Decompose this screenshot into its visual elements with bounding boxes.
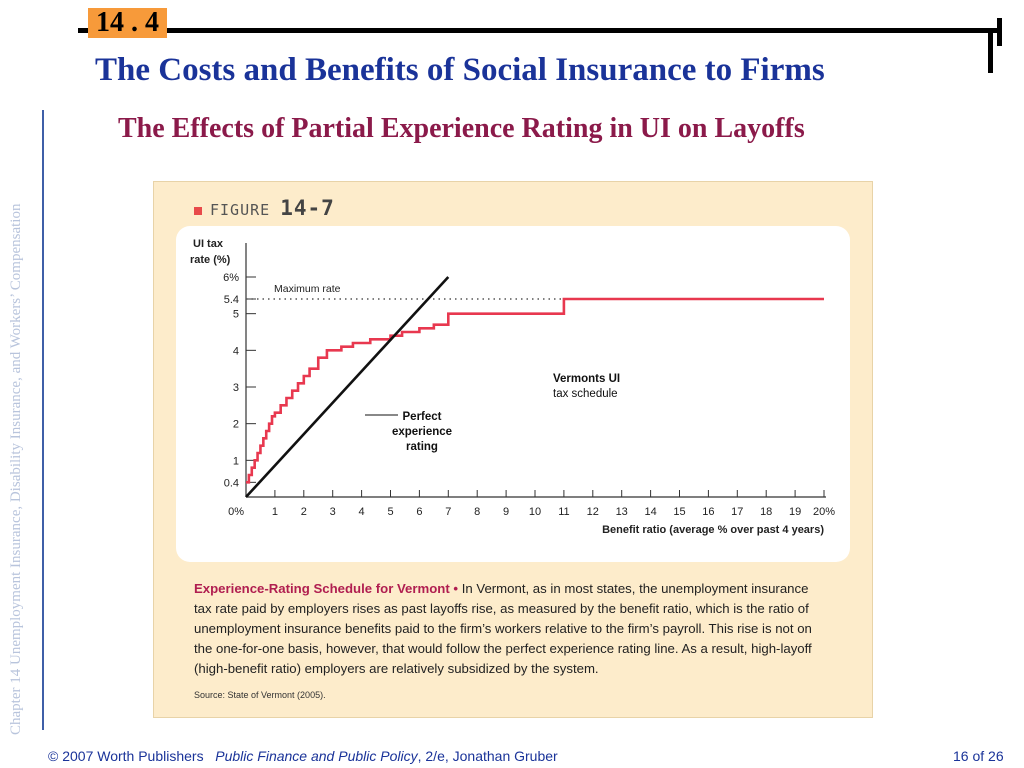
y-tick-label-2: 2 <box>233 419 239 431</box>
x-tick-label-14: 14 <box>644 506 656 518</box>
y-tick-label-4: 4 <box>233 345 239 357</box>
y-tick-label-3: 3 <box>233 382 239 394</box>
top-rule-end <box>997 18 1002 46</box>
series-label-perfect-line2: experience <box>392 426 452 438</box>
x-tick-label-2: 2 <box>301 506 307 518</box>
x-tick-label-9: 9 <box>503 506 509 518</box>
x-tick-label-13: 13 <box>616 506 628 518</box>
series-label-vermont-line1: Vermonts UI <box>553 373 620 385</box>
footer-publisher: © 2007 Worth Publishers <box>48 748 204 764</box>
figure-number: 14-7 <box>280 196 335 220</box>
x-axis-title: Benefit ratio (average % over past 4 yea… <box>602 524 824 536</box>
x-tick-label-15: 15 <box>673 506 685 518</box>
series-label-perfect-line3: rating <box>406 441 438 453</box>
x-tick-label-16: 16 <box>702 506 714 518</box>
max-rate-label: Maximum rate <box>274 283 341 295</box>
y-tick-label-6: 5.4 <box>224 294 239 306</box>
y-tick-label-5: 5 <box>233 309 239 321</box>
series-label-perfect-line1: Perfect <box>403 411 442 423</box>
footer-credit: © 2007 Worth Publishers Public Finance a… <box>48 748 558 764</box>
footer-book-title: Public Finance and Public Policy <box>215 748 418 764</box>
figure-panel: FIGURE 14-7 UI tax rate (%) 0.4 1 2 3 4 5 5.4 6% 0… <box>153 181 873 718</box>
section-number: 14 . 4 <box>88 8 167 38</box>
top-rule <box>78 28 1002 33</box>
series-line-0 <box>246 297 824 484</box>
x-tick-label-18: 18 <box>760 506 772 518</box>
title-rule-tick <box>988 33 993 73</box>
y-tick-label-7: 6% <box>223 272 239 284</box>
y-tick-label-0: 0.4 <box>224 477 239 489</box>
figure-marker-icon <box>194 206 202 215</box>
x-tick-label-3: 3 <box>330 506 336 518</box>
chapter-side-label: Chapter 14 Unemployment Insurance, Disab… <box>8 203 24 735</box>
chart-area: UI tax rate (%) 0.4 1 2 3 4 5 5.4 6% 0% 1 2 3 4 5 6 7 8 9 10… <box>176 226 850 562</box>
y-tick-label-1: 1 <box>233 455 239 467</box>
figure-caption: Experience-Rating Schedule for Vermont •… <box>194 579 814 679</box>
y-axis-title-line2: rate (%) <box>190 254 231 266</box>
x-tick-label-19: 19 <box>789 506 801 518</box>
x-tick-label-7: 7 <box>445 506 451 518</box>
caption-body: In Vermont, as in most states, the unemp… <box>194 581 812 676</box>
slide-subtitle: The Effects of Partial Experience Rating… <box>118 113 805 144</box>
slide-title: The Costs and Benefits of Social Insuran… <box>95 52 825 88</box>
figure-label-text: FIGURE <box>210 201 271 219</box>
x-tick-label-17: 17 <box>731 506 743 518</box>
figure-label: FIGURE 14-7 <box>194 196 335 220</box>
footer-edition: , 2/e, Jonathan Gruber <box>417 748 558 764</box>
x-tick-label-6: 6 <box>416 506 422 518</box>
x-tick-label-11: 11 <box>558 506 569 518</box>
page-number: 16 of 26 <box>953 748 1004 764</box>
x-tick-label-20: 20% <box>813 506 835 518</box>
x-tick-label-0: 0% <box>228 506 244 518</box>
x-tick-label-10: 10 <box>529 506 541 518</box>
y-axis-title-line1: UI tax <box>193 238 224 250</box>
x-tick-label-12: 12 <box>587 506 599 518</box>
x-tick-label-4: 4 <box>359 506 365 518</box>
x-tick-label-8: 8 <box>474 506 480 518</box>
figure-source: Source: State of Vermont (2005). <box>194 690 326 700</box>
series-line-1 <box>245 276 450 498</box>
x-tick-label-5: 5 <box>387 506 393 518</box>
series-label-vermont-line2: tax schedule <box>553 388 618 400</box>
caption-title: Experience-Rating Schedule for Vermont • <box>194 581 459 596</box>
x-tick-label-1: 1 <box>272 506 278 518</box>
side-rule <box>42 110 44 730</box>
